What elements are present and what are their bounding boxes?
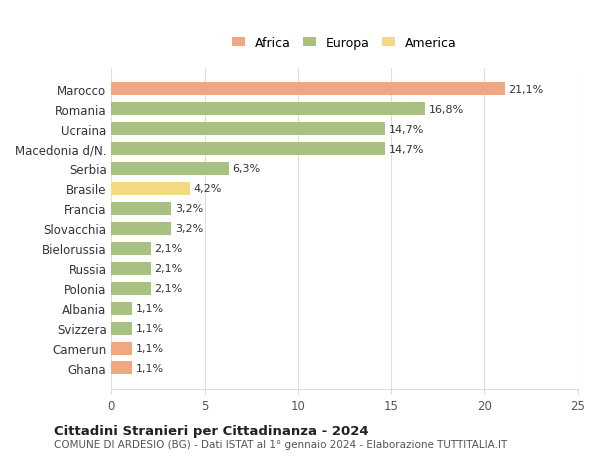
Bar <box>112 222 171 235</box>
Text: 3,2%: 3,2% <box>175 224 203 234</box>
Text: 2,1%: 2,1% <box>154 284 182 294</box>
Text: COMUNE DI ARDESIO (BG) - Dati ISTAT al 1° gennaio 2024 - Elaborazione TUTTITALIA: COMUNE DI ARDESIO (BG) - Dati ISTAT al 1… <box>54 440 507 449</box>
Text: 3,2%: 3,2% <box>175 204 203 214</box>
Text: 1,1%: 1,1% <box>136 343 164 353</box>
Text: 1,1%: 1,1% <box>136 303 164 313</box>
Bar <box>112 202 171 215</box>
Bar <box>112 83 505 96</box>
Text: 21,1%: 21,1% <box>509 84 544 95</box>
Bar <box>112 162 229 176</box>
Text: 14,7%: 14,7% <box>389 124 425 134</box>
Text: 1,1%: 1,1% <box>136 324 164 333</box>
Text: 4,2%: 4,2% <box>193 184 222 194</box>
Text: 6,3%: 6,3% <box>233 164 260 174</box>
Bar <box>112 362 132 375</box>
Bar <box>112 123 385 136</box>
Text: 1,1%: 1,1% <box>136 363 164 373</box>
Legend: Africa, Europa, America: Africa, Europa, America <box>229 33 460 53</box>
Bar <box>112 282 151 295</box>
Bar <box>112 262 151 275</box>
Bar <box>112 302 132 315</box>
Bar <box>112 183 190 196</box>
Text: Cittadini Stranieri per Cittadinanza - 2024: Cittadini Stranieri per Cittadinanza - 2… <box>54 424 368 437</box>
Bar <box>112 242 151 255</box>
Bar <box>112 143 385 156</box>
Text: 2,1%: 2,1% <box>154 263 182 274</box>
Text: 14,7%: 14,7% <box>389 144 425 154</box>
Text: 16,8%: 16,8% <box>428 104 464 114</box>
Bar <box>112 322 132 335</box>
Text: 2,1%: 2,1% <box>154 244 182 254</box>
Bar <box>112 103 425 116</box>
Bar <box>112 342 132 355</box>
